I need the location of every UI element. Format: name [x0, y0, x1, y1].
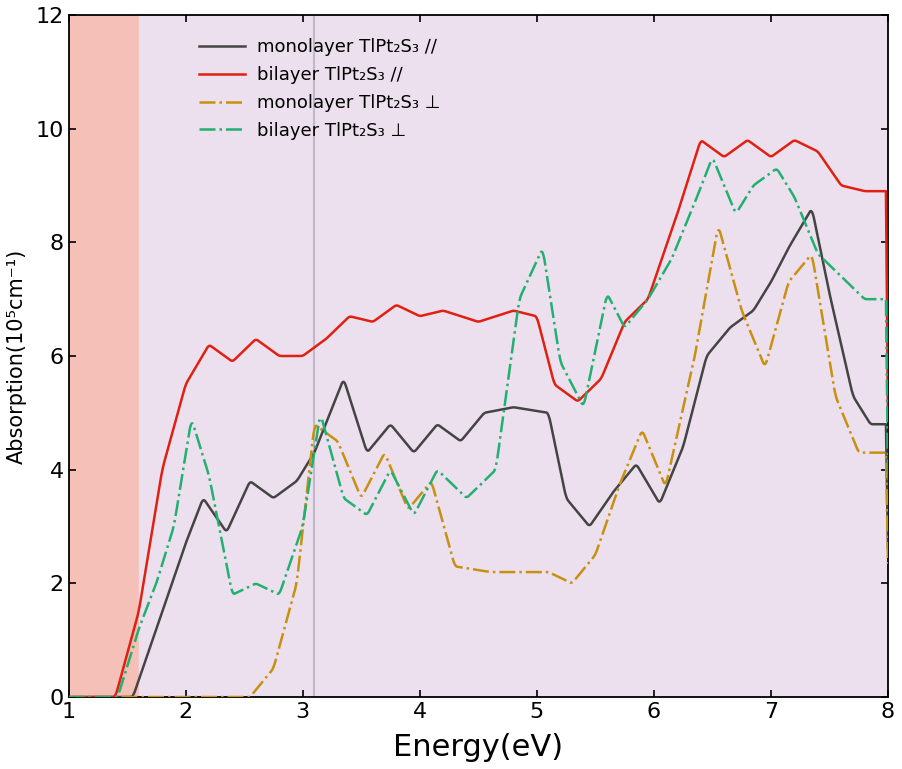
monolayer TlPt₂S₃ ⊥ [860, 448, 870, 458]
bilayer TlPt₂S₃ ⊥ [63, 692, 74, 701]
bilayer TlPt₂S₃ ∕∕ [440, 307, 451, 316]
Legend: monolayer TlPt₂S₃ ∕∕, bilayer TlPt₂S₃ ∕∕, monolayer TlPt₂S₃ ⊥, bilayer TlPt₂S₃ ⊥: monolayer TlPt₂S₃ ∕∕, bilayer TlPt₂S₃ ∕∕… [192, 31, 448, 147]
bilayer TlPt₂S₃ ⊥ [707, 155, 718, 165]
Y-axis label: Absorption(10⁵cm⁻¹): Absorption(10⁵cm⁻¹) [7, 248, 27, 464]
bilayer TlPt₂S₃ ∕∕ [789, 136, 800, 145]
bilayer TlPt₂S₃ ⊥ [709, 157, 720, 166]
monolayer TlPt₂S₃ ⊥ [708, 245, 719, 255]
monolayer TlPt₂S₃ ∕∕ [708, 343, 719, 352]
monolayer TlPt₂S₃ ∕∕ [859, 410, 870, 419]
monolayer TlPt₂S₃ ⊥ [63, 692, 74, 701]
monolayer TlPt₂S₃ ⊥ [440, 527, 451, 536]
monolayer TlPt₂S₃ ∕∕ [105, 692, 115, 701]
monolayer TlPt₂S₃ ∕∕ [462, 429, 473, 438]
monolayer TlPt₂S₃ ⊥ [882, 559, 893, 568]
bilayer TlPt₂S₃ ∕∕ [859, 186, 870, 195]
monolayer TlPt₂S₃ ∕∕ [440, 425, 451, 434]
monolayer TlPt₂S₃ ∕∕ [860, 410, 870, 419]
monolayer TlPt₂S₃ ⊥ [859, 448, 870, 458]
X-axis label: Energy(eV): Energy(eV) [393, 733, 564, 762]
monolayer TlPt₂S₃ ⊥ [105, 692, 115, 701]
bilayer TlPt₂S₃ ∕∕ [860, 186, 870, 195]
bilayer TlPt₂S₃ ∕∕ [105, 692, 115, 701]
monolayer TlPt₂S₃ ∕∕ [805, 206, 816, 215]
bilayer TlPt₂S₃ ∕∕ [63, 692, 74, 701]
monolayer TlPt₂S₃ ⊥ [713, 225, 724, 235]
bilayer TlPt₂S₃ ⊥ [860, 294, 870, 303]
Bar [139, 15, 888, 697]
bilayer TlPt₂S₃ ⊥ [859, 294, 870, 303]
Line: monolayer TlPt₂S₃ ∕∕: monolayer TlPt₂S₃ ∕∕ [69, 211, 888, 697]
Line: bilayer TlPt₂S₃ ∕∕: bilayer TlPt₂S₃ ∕∕ [69, 141, 888, 697]
monolayer TlPt₂S₃ ⊥ [462, 564, 473, 573]
bilayer TlPt₂S₃ ⊥ [882, 475, 893, 484]
bilayer TlPt₂S₃ ⊥ [462, 492, 473, 501]
bilayer TlPt₂S₃ ∕∕ [708, 145, 719, 154]
bilayer TlPt₂S₃ ∕∕ [882, 417, 893, 426]
Line: monolayer TlPt₂S₃ ⊥: monolayer TlPt₂S₃ ⊥ [69, 230, 888, 697]
monolayer TlPt₂S₃ ∕∕ [882, 544, 893, 553]
bilayer TlPt₂S₃ ⊥ [105, 692, 115, 701]
Bar [69, 15, 139, 697]
Line: bilayer TlPt₂S₃ ⊥: bilayer TlPt₂S₃ ⊥ [69, 160, 888, 697]
bilayer TlPt₂S₃ ⊥ [440, 473, 451, 482]
bilayer TlPt₂S₃ ∕∕ [462, 314, 473, 323]
monolayer TlPt₂S₃ ∕∕ [63, 692, 74, 701]
